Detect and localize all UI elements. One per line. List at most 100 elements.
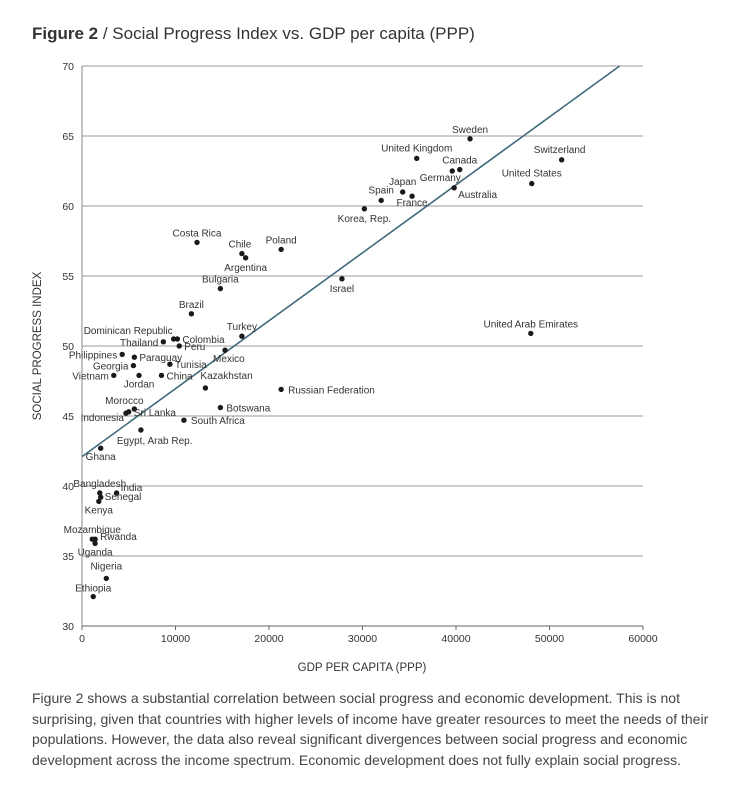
trendline-layer xyxy=(81,65,621,458)
data-point xyxy=(528,330,534,337)
point-label: Georgia xyxy=(93,362,129,373)
point-label: United Arab Emirates xyxy=(484,319,579,330)
point-label: Canada xyxy=(442,156,477,167)
data-point xyxy=(222,347,228,353)
data-point xyxy=(239,250,245,257)
point-label: Nigeria xyxy=(90,561,122,572)
point-label: Dominican Republic xyxy=(84,326,173,337)
data-point xyxy=(131,354,138,360)
x-tick-label: 40000 xyxy=(441,633,470,645)
point-label: Peru xyxy=(184,342,205,353)
y-tick-label: 55 xyxy=(62,271,74,283)
point-label: Ghana xyxy=(86,452,116,463)
point-label: Thailand xyxy=(120,338,158,349)
x-tick-label: 60000 xyxy=(628,633,657,645)
data-point xyxy=(239,333,245,339)
data-point xyxy=(529,180,535,187)
data-point xyxy=(242,255,249,261)
data-point xyxy=(361,206,368,212)
data-point xyxy=(414,155,420,162)
figure-number: Figure 2 xyxy=(32,24,99,43)
data-point xyxy=(278,386,284,393)
point-label: Spain xyxy=(368,185,394,196)
point-label: Senegal xyxy=(105,492,142,503)
point-label: Uganda xyxy=(78,547,113,558)
data-point xyxy=(409,193,415,199)
trendline xyxy=(81,65,621,458)
point-label: Sweden xyxy=(452,125,488,136)
y-tick-label: 35 xyxy=(62,551,74,563)
figure-title: Figure 2 / Social Progress Index vs. GDP… xyxy=(32,24,475,44)
data-point xyxy=(449,168,455,174)
data-point xyxy=(92,536,98,542)
y-axis-title: SOCIAL PROGRESS INDEX xyxy=(32,271,44,420)
point-label: United States xyxy=(502,169,562,180)
point-label: Korea, Rep. xyxy=(338,214,391,225)
point-label: Colombia xyxy=(182,335,225,346)
point-label: Poland xyxy=(266,235,297,246)
point-label: Argentina xyxy=(224,263,267,274)
data-point xyxy=(378,197,384,204)
point-label: Chile xyxy=(228,240,251,251)
point-label: France xyxy=(396,198,428,209)
point-label: Russian Federation xyxy=(288,385,375,396)
point-label: Australia xyxy=(458,190,497,201)
data-point xyxy=(194,239,200,246)
y-tick-label: 45 xyxy=(62,411,74,423)
data-point xyxy=(170,336,177,342)
x-tick-label: 20000 xyxy=(254,633,283,645)
point-label: Ethiopia xyxy=(75,584,112,595)
x-tick-label: 0 xyxy=(79,633,85,645)
data-point xyxy=(176,343,182,349)
point-label: Mozambique xyxy=(64,525,122,536)
data-point xyxy=(131,406,138,412)
x-tick-label: 50000 xyxy=(535,633,564,645)
data-point xyxy=(96,498,102,505)
point-label: South Africa xyxy=(191,416,245,427)
data-point xyxy=(103,575,110,582)
point-label: China xyxy=(166,371,193,382)
point-label: Paraguay xyxy=(139,353,182,364)
data-point xyxy=(136,372,142,379)
data-point xyxy=(123,410,129,416)
data-point xyxy=(97,490,103,496)
data-point xyxy=(130,362,137,369)
point-label: Egypt, Arab Rep. xyxy=(117,436,193,447)
title-rest: vs. GDP per capita (PPP) xyxy=(277,24,475,43)
data-point xyxy=(92,540,98,547)
data-point xyxy=(98,445,104,451)
point-label: United Kingdom xyxy=(381,143,452,154)
y-tick-label: 65 xyxy=(62,131,74,143)
figure-caption: Figure 2 shows a substantial correlation… xyxy=(32,690,709,768)
point-label: Germany xyxy=(420,173,461,184)
data-point xyxy=(119,351,125,358)
data-point xyxy=(217,404,224,411)
data-point xyxy=(339,276,345,282)
point-label: Kenya xyxy=(85,505,114,516)
title-main: Social Progress Index xyxy=(112,24,278,43)
point-label: Botswana xyxy=(226,404,270,415)
data-point xyxy=(558,157,565,163)
data-point xyxy=(451,185,457,191)
axes: 30 35 40 45 50 55 60 65 70 0 10000 20000 30000 40000 5… xyxy=(62,61,657,645)
point-label: Morocco xyxy=(105,396,144,407)
data-point xyxy=(111,372,117,379)
data-point xyxy=(278,246,284,253)
x-tick-label: 30000 xyxy=(348,633,377,645)
point-label: Bangladesh xyxy=(73,479,126,490)
data-point xyxy=(467,136,473,142)
data-point xyxy=(181,417,187,423)
scatter-chart: 30 35 40 45 50 55 60 65 70 0 10000 20000 30000 40000 5… xyxy=(32,61,658,674)
y-tick-label: 40 xyxy=(62,481,74,493)
point-label: Jordan xyxy=(124,379,155,390)
data-point xyxy=(174,336,181,342)
point-label: Philippines xyxy=(69,350,117,361)
y-tick-label: 30 xyxy=(62,621,74,633)
data-point xyxy=(400,189,406,195)
data-points xyxy=(89,136,565,600)
data-point xyxy=(167,361,173,367)
point-label: Indonesia xyxy=(81,413,125,424)
point-label: Japan xyxy=(389,177,416,188)
data-point xyxy=(113,490,120,496)
point-label: Mexico xyxy=(213,354,245,365)
